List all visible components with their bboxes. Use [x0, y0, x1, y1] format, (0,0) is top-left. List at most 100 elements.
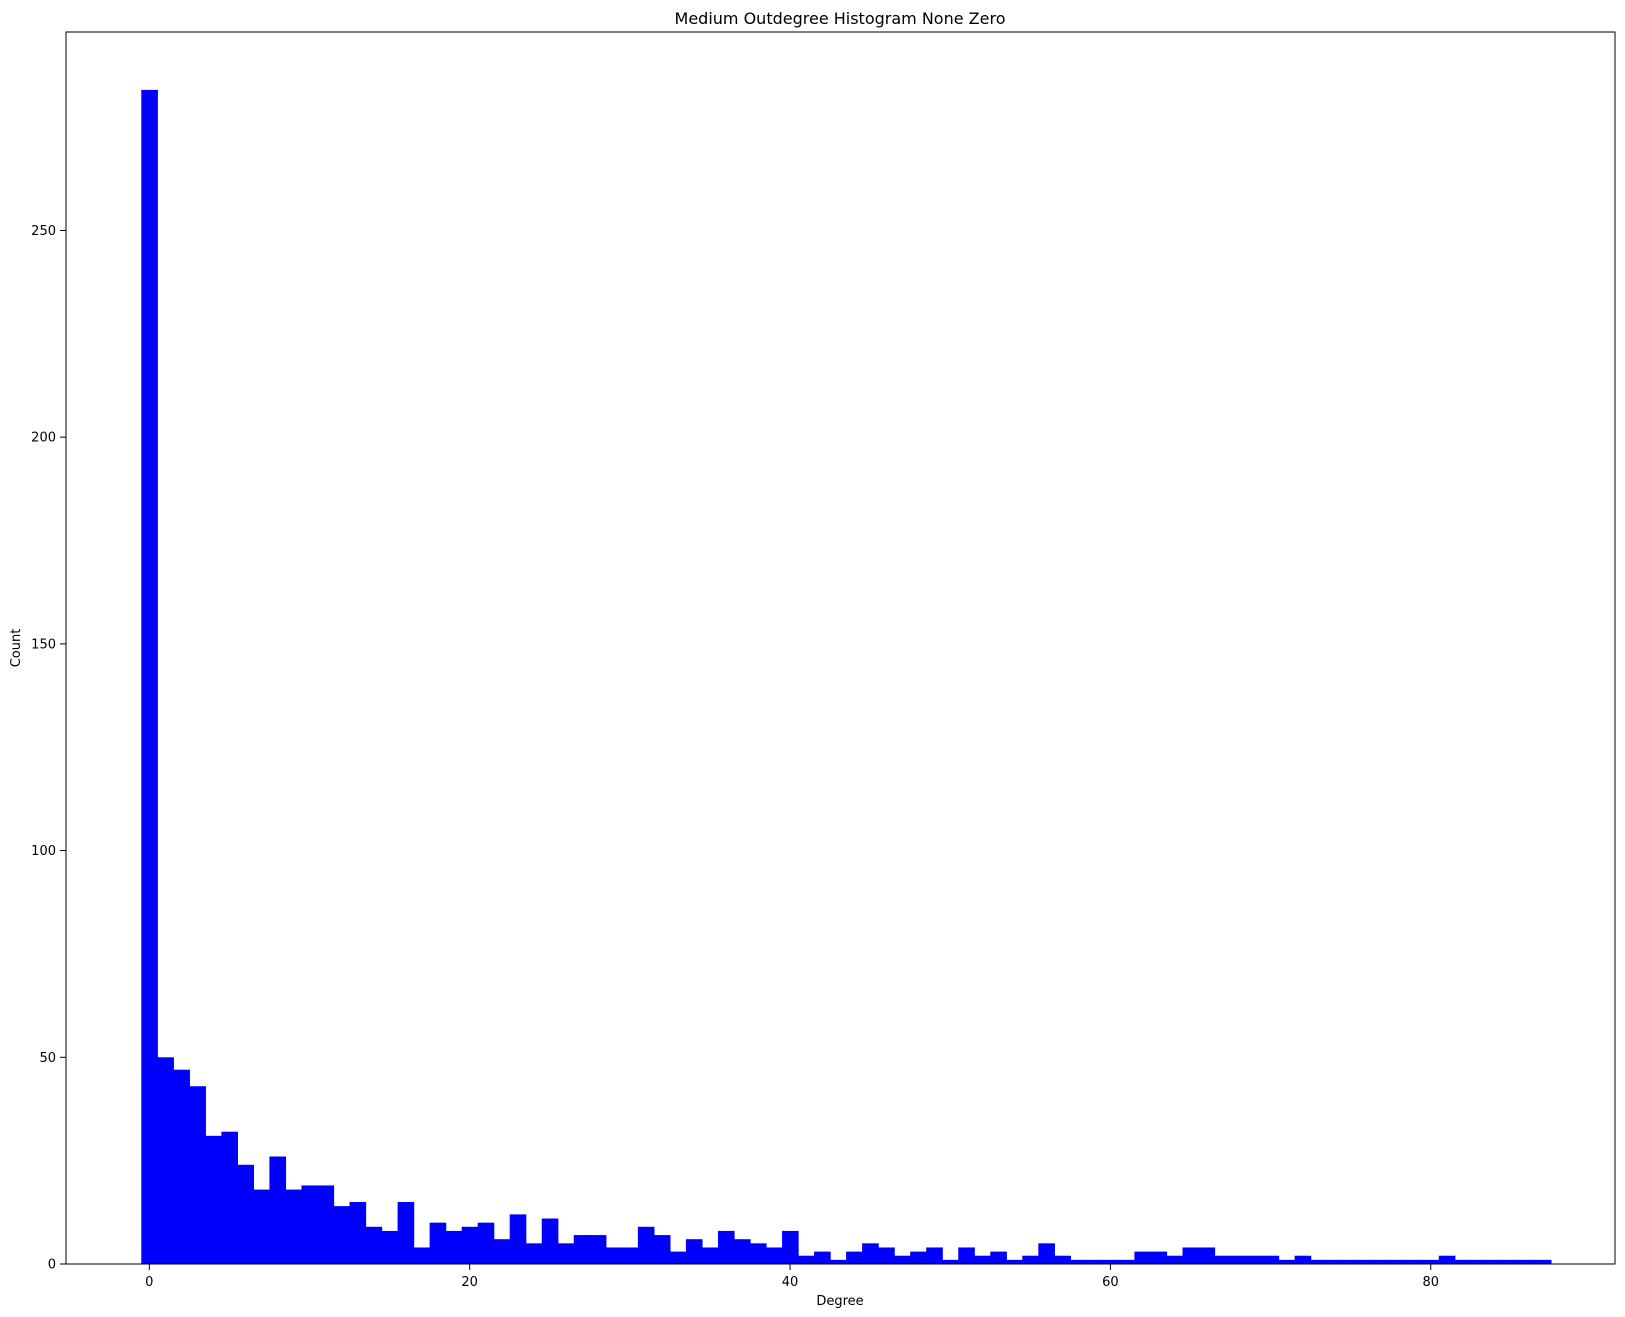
histogram-bar [1294, 1255, 1312, 1264]
histogram-bar [1246, 1255, 1264, 1264]
y-tick-label: 250 [31, 224, 56, 239]
histogram-bar [141, 89, 158, 1265]
histogram-bar [621, 1247, 639, 1264]
histogram-bar [782, 1230, 799, 1264]
histogram-bar [749, 1243, 767, 1264]
histogram-bar [1438, 1255, 1456, 1264]
histogram-bar [1102, 1259, 1120, 1264]
histogram-bar [477, 1222, 495, 1264]
x-tick-label: 40 [782, 1275, 799, 1290]
histogram-bar [1358, 1259, 1376, 1264]
histogram-bar [605, 1247, 623, 1264]
histogram-bar [958, 1247, 975, 1264]
histogram-bar [653, 1235, 671, 1264]
histogram-bar [830, 1259, 847, 1264]
histogram-bar [942, 1259, 959, 1264]
histogram-bar [1422, 1259, 1440, 1264]
histogram-bar [1518, 1259, 1536, 1264]
histogram-bar [413, 1247, 431, 1264]
y-tick-label: 200 [31, 431, 56, 446]
y-tick-label: 150 [31, 637, 56, 652]
histogram-bar [173, 1069, 190, 1264]
histogram-bar [1470, 1259, 1488, 1264]
histogram-bar [157, 1057, 174, 1264]
y-axis-ticks: 0 50 100 150 200 250 [31, 224, 66, 1273]
x-axis-label: Degree [816, 1294, 863, 1309]
histogram-bar [894, 1255, 911, 1264]
histogram-bar [1198, 1247, 1216, 1264]
histogram-bar [1326, 1259, 1344, 1264]
y-axis-label: Count [9, 629, 24, 668]
histogram-bar [1342, 1259, 1360, 1264]
histogram-bar [301, 1185, 319, 1264]
histogram-bar [461, 1226, 479, 1264]
histogram-bar [397, 1201, 415, 1264]
histogram-bar [445, 1230, 463, 1264]
histogram-bar [1134, 1251, 1152, 1264]
histogram-bar [1310, 1259, 1328, 1264]
histogram-bar [766, 1247, 783, 1264]
histogram-bar [1086, 1259, 1104, 1264]
histogram-bar [381, 1230, 399, 1264]
histogram-bar [1454, 1259, 1472, 1264]
histogram-bar [1214, 1255, 1232, 1264]
histogram-bar [1486, 1259, 1504, 1264]
histogram-bar [1022, 1255, 1039, 1264]
histogram-bar [573, 1235, 591, 1264]
histogram-bar [1390, 1259, 1408, 1264]
histogram-bar [1118, 1259, 1136, 1264]
histogram-bar [317, 1185, 335, 1264]
histogram-bar [1006, 1259, 1023, 1264]
chart-title: Medium Outdegree Histogram None Zero [675, 9, 1006, 28]
histogram-bar [798, 1255, 815, 1264]
histogram-bar [1150, 1251, 1168, 1264]
histogram-bar [1534, 1259, 1552, 1264]
histogram-bar [237, 1164, 255, 1264]
y-tick-label: 50 [39, 1051, 56, 1066]
histogram-bar [333, 1206, 351, 1264]
plot-frame [65, 31, 1616, 1265]
histogram-bar [557, 1243, 575, 1264]
histogram-bar [1262, 1255, 1280, 1264]
histogram-bar [589, 1235, 607, 1264]
histogram-bar [1070, 1259, 1087, 1264]
histogram-bar [1166, 1255, 1184, 1264]
histogram-bar [269, 1156, 287, 1264]
histogram-bar [701, 1247, 719, 1264]
histogram-bar [846, 1251, 863, 1264]
histogram-bar [1054, 1255, 1071, 1264]
histogram-bar [349, 1201, 367, 1264]
histogram-bar [189, 1086, 206, 1264]
histogram-bar [1038, 1243, 1055, 1264]
histogram-bar [221, 1131, 238, 1264]
histogram-bar [541, 1218, 559, 1264]
histogram-bar [926, 1247, 943, 1264]
histogram-bar [637, 1226, 655, 1264]
histogram-bar [1502, 1259, 1520, 1264]
histogram-bar [990, 1251, 1007, 1264]
bars-group [141, 89, 1552, 1265]
histogram-bar [493, 1239, 511, 1264]
histogram-bar [862, 1243, 879, 1264]
histogram-bar [1278, 1259, 1296, 1264]
x-tick-label: 60 [1102, 1275, 1119, 1290]
histogram-bar [974, 1255, 991, 1264]
histogram-bar [205, 1135, 222, 1264]
x-axis-ticks: 0 20 40 60 80 [145, 1264, 1439, 1290]
x-tick-label: 80 [1423, 1275, 1440, 1290]
y-tick-label: 100 [31, 844, 56, 859]
y-tick-label: 0 [48, 1258, 56, 1273]
histogram-bar [733, 1239, 751, 1264]
histogram-bar [910, 1251, 927, 1264]
histogram-bar [669, 1251, 687, 1264]
histogram-bar [1406, 1259, 1424, 1264]
histogram-bar [253, 1189, 271, 1264]
histogram-bar [685, 1239, 703, 1264]
x-tick-label: 20 [461, 1275, 478, 1290]
histogram-bar [1374, 1259, 1392, 1264]
histogram-bar [1182, 1247, 1200, 1264]
histogram-bar [878, 1247, 895, 1264]
histogram-bar [814, 1251, 831, 1264]
